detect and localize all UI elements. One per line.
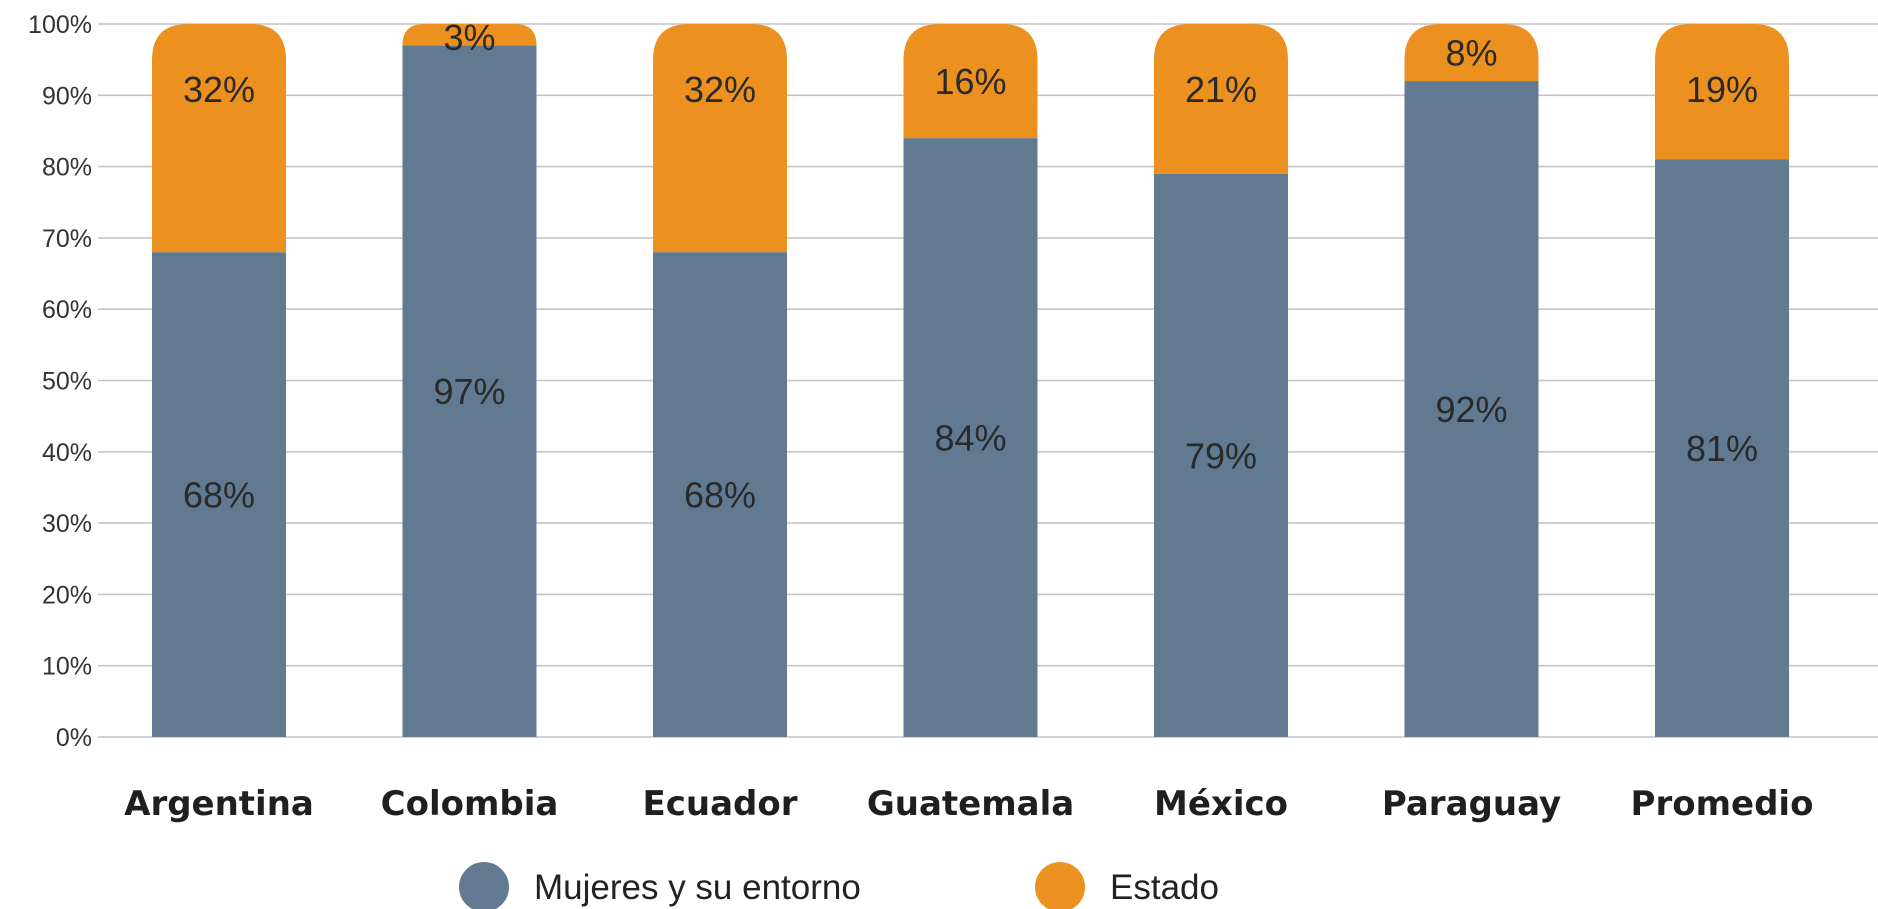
bars bbox=[152, 24, 1789, 738]
bar-segment-estado bbox=[402, 24, 537, 46]
bar-segment-estado bbox=[653, 24, 787, 253]
y-tick-label: 50% bbox=[42, 368, 92, 396]
data-labels: 68% 32% 97% 3% 68% 32% 84% 16% 79% 21% 92% 8% 81% 19% bbox=[183, 17, 1758, 516]
bar-segment-estado bbox=[1154, 24, 1288, 174]
bar-segment-estado bbox=[152, 24, 286, 253]
y-tick-label: 40% bbox=[42, 439, 92, 467]
bar-segment-estado bbox=[903, 24, 1038, 139]
bar-segment-estado bbox=[1404, 24, 1539, 82]
bar-segment-mujeres-y-su-entorno bbox=[1404, 81, 1539, 738]
y-tick-label: 10% bbox=[42, 653, 92, 681]
y-tick-label: 80% bbox=[42, 154, 92, 182]
category-label: Colombia bbox=[381, 784, 559, 824]
data-label: 16% bbox=[934, 61, 1006, 102]
data-label: 8% bbox=[1445, 33, 1497, 74]
y-axis-ticks: 0% 10% 20% 30% 40% 50% 60% 70% 80% 90% 100% bbox=[28, 11, 92, 752]
data-label: 92% bbox=[1435, 389, 1507, 430]
bar-segment-mujeres-y-su-entorno bbox=[152, 252, 286, 737]
category-label: Paraguay bbox=[1382, 784, 1561, 824]
legend: Mujeres y su entorno Estado bbox=[459, 862, 1219, 909]
y-tick-label: 90% bbox=[42, 82, 92, 110]
data-label: 68% bbox=[183, 475, 255, 516]
data-label: 68% bbox=[684, 475, 756, 516]
data-label: 32% bbox=[183, 69, 255, 110]
data-label: 97% bbox=[433, 371, 505, 412]
y-tick-label: 0% bbox=[56, 724, 92, 752]
data-label: 32% bbox=[684, 69, 756, 110]
category-label: Promedio bbox=[1631, 784, 1814, 824]
data-label: 19% bbox=[1686, 69, 1758, 110]
bar-segment-mujeres-y-su-entorno bbox=[402, 45, 537, 737]
legend-label: Estado bbox=[1110, 868, 1219, 907]
category-label: Ecuador bbox=[643, 784, 798, 824]
data-label: 81% bbox=[1686, 428, 1758, 469]
y-tick-label: 30% bbox=[42, 510, 92, 538]
y-tick-label: 100% bbox=[28, 11, 92, 39]
legend-label: Mujeres y su entorno bbox=[534, 868, 861, 907]
legend-marker bbox=[1035, 862, 1085, 909]
data-label: 21% bbox=[1185, 69, 1257, 110]
data-label: 79% bbox=[1185, 435, 1257, 476]
category-label: Guatemala bbox=[867, 784, 1074, 824]
bar-segment-mujeres-y-su-entorno bbox=[1655, 159, 1789, 738]
bar-segment-mujeres-y-su-entorno bbox=[653, 252, 787, 737]
y-tick-label: 60% bbox=[42, 296, 92, 324]
category-label: Argentina bbox=[124, 784, 314, 824]
bar-segment-mujeres-y-su-entorno bbox=[1154, 173, 1288, 738]
y-tick-label: 20% bbox=[42, 581, 92, 609]
bar-segment-mujeres-y-su-entorno bbox=[903, 138, 1038, 737]
category-labels: Argentina Colombia Ecuador Guatemala México P… bbox=[124, 784, 1813, 824]
bar-segment-estado bbox=[1655, 24, 1789, 160]
data-label: 84% bbox=[934, 418, 1006, 459]
data-label: 3% bbox=[443, 17, 495, 58]
category-label: México bbox=[1154, 784, 1288, 824]
y-tick-label: 70% bbox=[42, 225, 92, 253]
legend-marker bbox=[459, 862, 509, 909]
